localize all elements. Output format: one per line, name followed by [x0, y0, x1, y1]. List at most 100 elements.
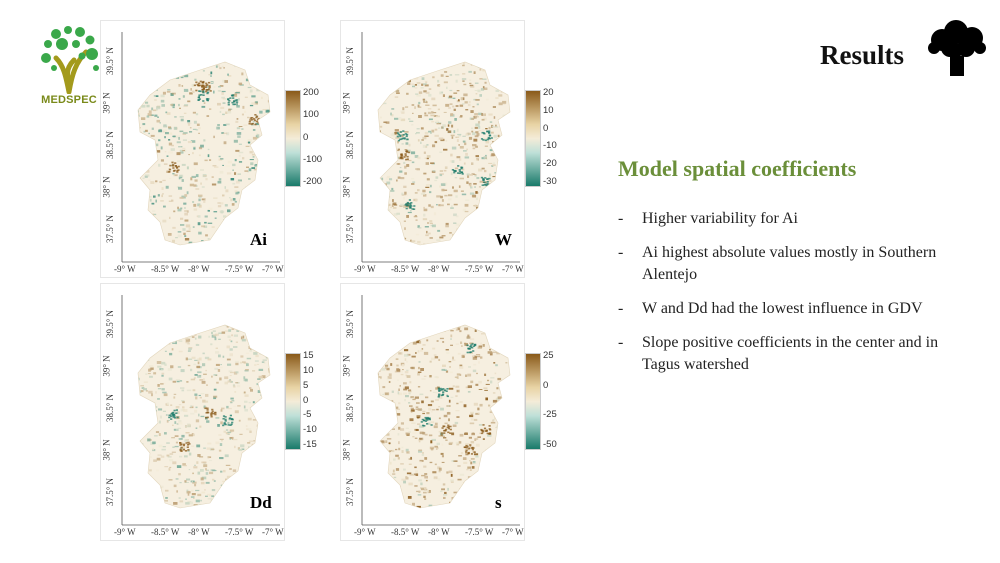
- y-tick-label: 37.5° N: [105, 214, 116, 244]
- watershed-cells: [138, 62, 270, 245]
- x-tick-label: -7.5° W: [465, 527, 494, 537]
- watershed-cells: [378, 62, 510, 245]
- map-variable-label: Dd: [250, 493, 272, 512]
- x-tick-label: -8° W: [188, 527, 210, 537]
- map-frame: [340, 283, 525, 541]
- map-variable-label: W: [495, 230, 512, 249]
- legend-tick-label: 0: [543, 379, 549, 391]
- y-tick-label: 38.5° N: [105, 393, 116, 423]
- legend-colorbar: [525, 353, 541, 450]
- x-tick-label: -7° W: [262, 527, 284, 537]
- y-tick-label: 39.5° N: [345, 309, 356, 339]
- bullet-item: -W and Dd had the lowest influence in GD…: [618, 300, 923, 317]
- legend-colorbar: [285, 90, 301, 187]
- legend-tick-label: 0: [543, 122, 549, 134]
- x-tick-label: -8° W: [428, 527, 450, 537]
- y-tick-label: 39° N: [101, 92, 112, 114]
- medspec-logo: MEDSPEC: [36, 22, 102, 108]
- legend-tick-label: -50: [543, 439, 557, 450]
- map-frame: [340, 20, 525, 278]
- bullet-item: - Higher variability for Ai: [618, 210, 798, 227]
- tree-logo-icon: [41, 26, 99, 95]
- logo-text: MEDSPEC: [41, 94, 97, 106]
- map-frame: [100, 283, 285, 541]
- legend-tick-label: -10: [543, 140, 557, 152]
- map-variable-label: s: [495, 493, 502, 512]
- x-tick-label: -8.5° W: [391, 264, 420, 274]
- region-outline: [377, 61, 511, 246]
- y-tick-label: 37.5° N: [105, 477, 116, 507]
- x-tick-label: -7° W: [502, 527, 524, 537]
- y-tick-label: 38.5° N: [345, 393, 356, 423]
- legend-tick-label: 5: [303, 379, 309, 391]
- y-tick-label: 39° N: [101, 355, 112, 377]
- y-tick-label: 38° N: [101, 439, 112, 461]
- y-tick-label: 39.5° N: [105, 309, 116, 339]
- coefficient-map: [121, 295, 280, 526]
- x-tick-label: -9° W: [354, 527, 376, 537]
- legend-tick-label: 0: [303, 131, 309, 143]
- map-variable-label: Ai: [250, 230, 267, 249]
- coefficient-map: [361, 32, 520, 263]
- watershed-cells: [378, 325, 510, 508]
- legend-colorbar: [285, 353, 301, 450]
- map-panel-ai: 200 100 0 -100 -200 Ai -9° W -8.5° W -8° W -7.5° …: [100, 20, 322, 278]
- legend-tick-label: 25: [543, 350, 554, 361]
- legend-tick-label: 10: [543, 104, 554, 116]
- y-tick-label: 38.5° N: [345, 130, 356, 160]
- y-tick-label: 38.5° N: [105, 130, 116, 160]
- watershed-cells: [138, 325, 270, 508]
- legend-tick-label: -30: [543, 176, 557, 187]
- legend-tick-label: 0: [303, 394, 309, 406]
- y-tick-label: 38° N: [341, 176, 352, 198]
- section-heading: Model spatial coefficients: [618, 156, 857, 181]
- coefficient-map: [121, 32, 280, 263]
- y-tick-label: 37.5° N: [345, 477, 356, 507]
- x-tick-label: -9° W: [354, 264, 376, 274]
- legend-tick-label: -10: [303, 424, 317, 436]
- y-tick-label: 39° N: [341, 92, 352, 114]
- legend-tick-label: -15: [303, 439, 317, 450]
- x-tick-label: -7.5° W: [465, 264, 494, 274]
- x-tick-label: -9° W: [114, 527, 136, 537]
- region-outline: [137, 324, 271, 509]
- coefficient-map: [361, 295, 520, 526]
- x-tick-label: -8.5° W: [151, 527, 180, 537]
- tree-icon: [926, 20, 988, 76]
- region-outline: [377, 324, 511, 509]
- x-tick-label: -9° W: [114, 264, 136, 274]
- y-tick-label: 39.5° N: [345, 46, 356, 76]
- page-title: Results: [820, 40, 905, 70]
- legend-tick-label: -100: [303, 153, 323, 165]
- legend-tick-label: -25: [543, 409, 557, 421]
- y-tick-label: 39.5° N: [105, 46, 116, 76]
- x-tick-label: -8.5° W: [391, 527, 420, 537]
- y-tick-label: 37.5° N: [345, 214, 356, 244]
- bullet-item: - Slope positive coefficients in the cent…: [618, 334, 939, 373]
- map-panel-dd: 15 10 5 0 -5 -10 -15 Dd -9° W -8.5° W -8° W -7.5° W…: [100, 283, 317, 541]
- region-outline: [137, 61, 271, 246]
- map-frame: [100, 20, 285, 278]
- legend-tick-label: 15: [303, 350, 314, 361]
- y-tick-label: 38° N: [101, 176, 112, 198]
- x-tick-label: -7.5° W: [225, 527, 254, 537]
- legend-tick-label: 200: [303, 87, 319, 98]
- map-panel-w: 20 10 0 -10 -20 -30 W -9° W -8.5° W -8° W -7.5° W-…: [340, 20, 557, 278]
- legend-tick-label: -200: [303, 176, 323, 187]
- x-tick-label: -7.5° W: [225, 264, 254, 274]
- map-panel-s: 25 0 -25 -50 s -9° W -8.5° W -8° W -7.5° W -7° W 3…: [340, 283, 557, 541]
- y-tick-label: 38° N: [341, 439, 352, 461]
- x-tick-label: -8° W: [428, 264, 450, 274]
- legend-tick-label: -20: [543, 158, 557, 170]
- legend-tick-label: 10: [303, 364, 314, 376]
- x-tick-label: -8.5° W: [151, 264, 180, 274]
- legend-tick-label: -5: [303, 409, 312, 421]
- bullet-item: - Ai highest absolute values mostly in So…: [618, 244, 937, 283]
- legend-colorbar: [525, 90, 541, 187]
- x-tick-label: -7° W: [262, 264, 284, 274]
- x-tick-label: -8° W: [188, 264, 210, 274]
- x-tick-label: -7° W: [502, 264, 524, 274]
- legend-tick-label: 20: [543, 87, 554, 98]
- legend-tick-label: 100: [303, 109, 319, 121]
- y-tick-label: 39° N: [341, 355, 352, 377]
